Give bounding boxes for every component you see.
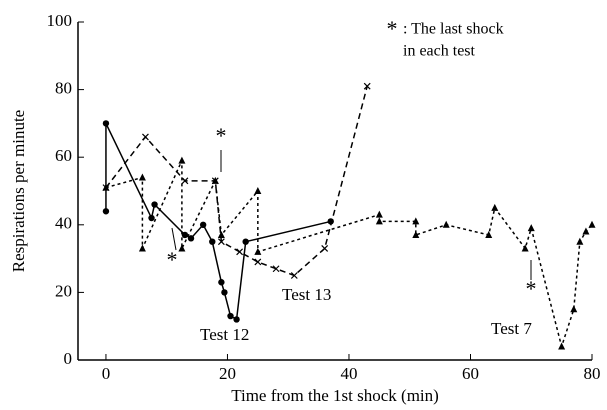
marker (138, 244, 146, 252)
y-tick-label: 80 (55, 79, 72, 98)
marker (102, 183, 110, 191)
y-tick-label: 0 (64, 349, 73, 368)
marker (187, 235, 195, 242)
marker (217, 238, 225, 246)
y-axis-label: Respirations per minute (9, 110, 28, 272)
x-tick-label: 20 (219, 364, 236, 383)
marker (151, 201, 158, 208)
marker (442, 220, 450, 228)
marker (236, 248, 244, 256)
series-label: Test 12 (200, 325, 249, 344)
y-tick-label: 100 (47, 11, 73, 30)
marker (272, 265, 280, 273)
marker (199, 221, 207, 228)
marker (178, 156, 186, 164)
marker (218, 279, 225, 286)
marker (375, 210, 383, 218)
x-tick-label: 40 (340, 364, 357, 383)
series-label: Test 7 (491, 319, 532, 338)
marker (321, 245, 329, 252)
marker (570, 305, 578, 313)
y-tick-label: 60 (55, 146, 72, 165)
marker (412, 230, 420, 238)
marker (491, 203, 499, 211)
marker (227, 312, 234, 320)
marker (142, 133, 149, 141)
x-axis-label: Time from the 1st shock (min) (231, 386, 439, 405)
marker (242, 238, 249, 245)
marker (588, 220, 596, 228)
marker (211, 176, 219, 184)
annotation: : The last shock (403, 21, 504, 38)
y-tick-label: 20 (55, 281, 72, 300)
marker (217, 230, 225, 238)
marker (148, 214, 155, 222)
marker (102, 120, 110, 127)
annotation: * (526, 276, 537, 301)
y-tick-label: 40 (55, 214, 72, 233)
marker (209, 238, 216, 245)
marker (558, 342, 566, 350)
x-tick-label: 60 (462, 364, 479, 383)
marker (178, 244, 186, 252)
marker (233, 316, 240, 323)
marker (521, 244, 529, 252)
x-tick-label: 80 (584, 364, 601, 383)
marker (290, 272, 298, 279)
marker (582, 227, 590, 235)
marker (254, 247, 262, 255)
marker (181, 177, 189, 185)
marker (527, 224, 535, 232)
annotation: * (167, 247, 178, 272)
annotation: in each test (403, 43, 476, 60)
marker (181, 231, 189, 239)
marker (363, 82, 371, 90)
marker (254, 258, 262, 266)
marker (221, 289, 228, 296)
marker (576, 237, 584, 245)
annotation: * (387, 16, 398, 41)
marker (102, 208, 110, 215)
marker (138, 173, 146, 181)
x-tick-label: 0 (102, 364, 111, 383)
marker (412, 217, 420, 225)
annotation: * (216, 123, 227, 148)
series-label: Test 13 (282, 285, 331, 304)
marker (375, 217, 383, 225)
marker (485, 230, 493, 238)
marker (254, 187, 262, 194)
series-line (105, 86, 368, 277)
arrow (171, 227, 177, 251)
